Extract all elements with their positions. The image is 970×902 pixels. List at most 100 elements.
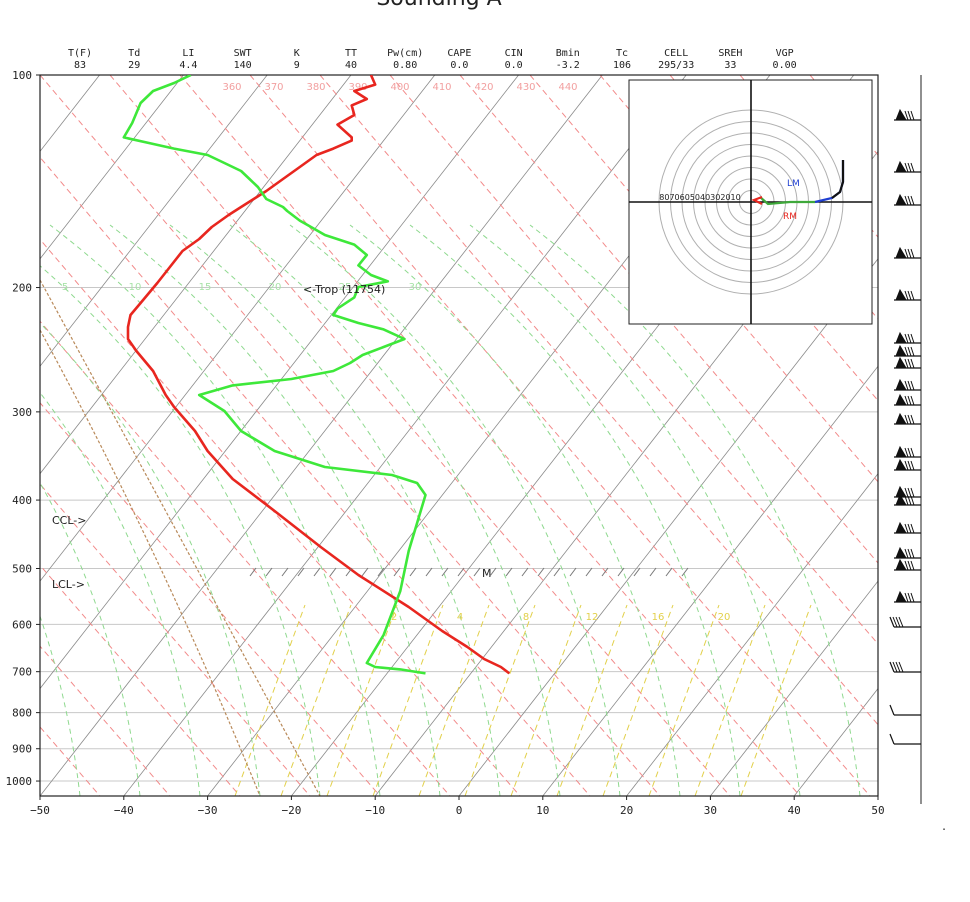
dry-adiabat	[389, 75, 878, 645]
mixing-ratio-line	[326, 604, 398, 796]
isotherm-line	[40, 75, 184, 260]
wind-barb	[894, 393, 921, 406]
level-hatch	[585, 567, 593, 577]
theta-label: 400	[390, 82, 409, 93]
y-tick-label: 800	[12, 707, 32, 720]
theta-e-label: 25	[339, 282, 352, 293]
x-tick-label: 20	[620, 804, 633, 817]
isotherm-line	[962, 75, 970, 796]
tropopause-label: <-Trop (11754)	[303, 283, 385, 296]
stat-label: SREH	[718, 48, 742, 59]
level-hatch	[681, 567, 689, 577]
hodograph-ring-labels: 8070605040302010	[659, 193, 740, 202]
level-hatch	[633, 567, 641, 577]
stat-label: TT	[345, 48, 357, 59]
dry-adiabat	[40, 75, 661, 796]
dry-adiabat	[179, 75, 801, 796]
wind-barb	[894, 558, 921, 571]
wind-barb	[894, 485, 921, 498]
stat-value: 106	[613, 60, 631, 71]
wind-barb	[894, 246, 921, 259]
theta-label: 440	[558, 82, 577, 93]
stat-label: Bmin	[556, 48, 580, 59]
dry-adiabat	[40, 320, 451, 796]
stat-value: 0.0	[505, 60, 523, 71]
mixing-ratio-line	[464, 604, 536, 796]
stat-label: CELL	[664, 48, 688, 59]
theta-label: 360	[222, 82, 241, 93]
wind-barb	[889, 733, 921, 745]
wind-barb	[894, 590, 921, 603]
stat-value: 9	[294, 60, 300, 71]
level-hatch	[249, 567, 257, 577]
stat-label: Pw(cm)	[387, 48, 423, 59]
dry-adiabat	[109, 75, 731, 796]
mixing-ratio-line	[234, 604, 306, 796]
y-tick-label: 300	[12, 406, 32, 419]
stat-label: K	[294, 48, 300, 59]
level-hatch	[313, 567, 321, 577]
level-hatch	[361, 567, 369, 577]
stat-value: 4.4	[179, 60, 197, 71]
stat-value: 140	[234, 60, 252, 71]
hodograph-black	[831, 160, 845, 199]
isotherm-line	[40, 75, 519, 690]
mixing-ratio-line	[372, 604, 444, 796]
y-tick-label: 400	[12, 494, 32, 507]
x-tick-label: −40	[114, 804, 134, 817]
level-hatch	[345, 567, 353, 577]
level-hatch	[665, 567, 673, 577]
y-tick-label: 600	[12, 618, 32, 631]
theta-label: 370	[264, 82, 283, 93]
moist-adiabat	[229, 224, 561, 796]
stat-value: 295/33	[658, 60, 694, 71]
hodograph-green	[759, 196, 815, 206]
wind-barb	[894, 288, 921, 301]
temperature-line	[126, 75, 511, 675]
level-hatch	[569, 567, 577, 577]
x-tick-label: −10	[365, 804, 385, 817]
hodograph-label-rm: RM	[783, 212, 797, 222]
isotherm-line	[877, 795, 878, 796]
mixing-ratio-line	[648, 604, 720, 796]
level-hatch	[601, 567, 609, 577]
x-tick-label: −20	[281, 804, 301, 817]
moist-adiabat	[409, 224, 741, 796]
dry-adiabat	[950, 75, 970, 796]
wind-barb	[894, 160, 921, 173]
hodograph-red	[751, 195, 763, 205]
dry-adiabat	[459, 75, 878, 564]
isotherm-line	[40, 75, 268, 367]
stray-dot: .	[942, 819, 946, 833]
stat-label: CIN	[505, 48, 523, 59]
chart-title: Sounding A	[0, 0, 878, 11]
wind-barb	[894, 546, 921, 559]
dry-adiabat	[40, 483, 311, 796]
dry-adiabat	[40, 156, 591, 796]
saturation-curve	[40, 279, 321, 796]
mixing-ratio-label: 20	[718, 612, 731, 623]
wind-barb	[894, 378, 921, 391]
x-tick-label: 0	[456, 804, 463, 817]
x-tick-label: 50	[871, 804, 884, 817]
dewpoint-line	[122, 75, 427, 675]
x-tick-label: 10	[536, 804, 549, 817]
m-label: M	[482, 567, 492, 580]
level-hatch	[505, 567, 513, 577]
stat-value: 0.0	[450, 60, 468, 71]
x-tick-label: −50	[30, 804, 50, 817]
theta-e-label: 15	[199, 282, 212, 293]
moist-adiabat	[40, 391, 201, 796]
y-tick-label: 700	[12, 666, 32, 679]
wind-barb	[894, 193, 921, 206]
mixing-ratio-line	[510, 604, 582, 796]
level-hatch	[649, 567, 657, 577]
x-tick-label: 40	[788, 804, 801, 817]
lcl-label: LCL->	[52, 578, 85, 591]
wind-barb	[889, 616, 921, 628]
level-hatch	[425, 567, 433, 577]
level-hatch	[409, 567, 417, 577]
wind-barb	[894, 521, 921, 534]
level-hatch	[473, 567, 481, 577]
wind-barb	[894, 344, 921, 357]
